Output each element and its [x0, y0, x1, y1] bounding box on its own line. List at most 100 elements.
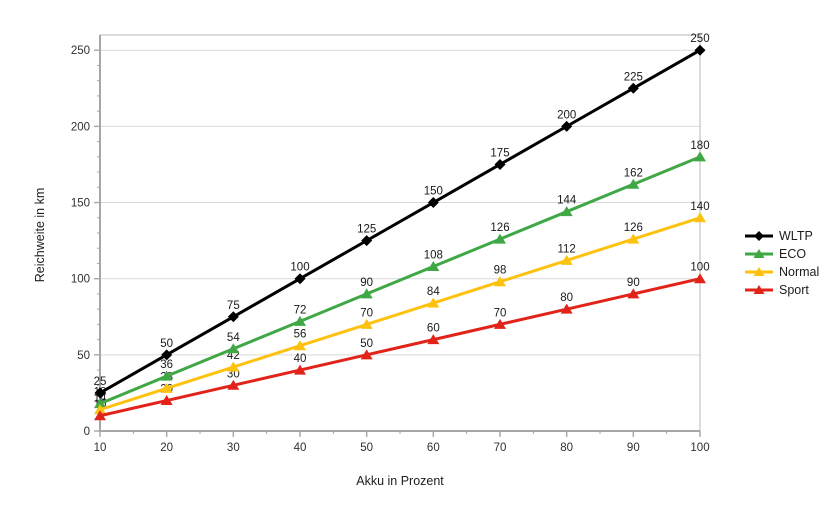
- y-tick-label: 250: [71, 45, 90, 57]
- data-label-sport: 50: [360, 338, 373, 350]
- data-label-wltp: 150: [424, 186, 443, 198]
- x-tick-label: 90: [627, 442, 640, 454]
- data-label-eco: 144: [557, 195, 577, 207]
- y-tick-label: 0: [84, 426, 90, 438]
- data-label-sport: 60: [427, 323, 440, 335]
- data-label-sport: 100: [690, 262, 709, 274]
- wltp-diamond-marker: [227, 311, 239, 323]
- data-label-normal: 70: [360, 307, 373, 319]
- sport-triangle-marker: [427, 334, 440, 345]
- sport-triangle-marker: [494, 318, 506, 329]
- data-label-wltp: 225: [624, 71, 643, 83]
- legend-item-eco: ECO: [744, 245, 819, 263]
- data-label-eco: 126: [490, 222, 509, 234]
- wltp-diamond-marker: [694, 44, 706, 56]
- sport-triangle-marker: [227, 379, 240, 390]
- legend-label: WLTP: [779, 229, 813, 243]
- normal-triangle-marker: [360, 318, 373, 329]
- wltp-diamond-marker: [561, 120, 573, 132]
- x-axis-title: Akku in Prozent: [356, 474, 444, 488]
- data-label-eco: 162: [624, 167, 643, 179]
- y-axis-title: Reichweite in km: [33, 187, 47, 283]
- data-label-normal: 84: [427, 286, 440, 298]
- x-tick-label: 60: [427, 442, 440, 454]
- wltp-legend-marker-icon: [745, 231, 773, 241]
- x-tick-label: 70: [494, 442, 507, 454]
- x-tick-label: 20: [160, 442, 173, 454]
- sport-triangle-marker: [94, 410, 106, 421]
- legend-item-sport: Sport: [744, 281, 819, 299]
- series-sport: [94, 273, 706, 421]
- y-tick-label: 50: [77, 350, 90, 362]
- data-label-wltp: 75: [227, 300, 240, 312]
- data-label-sport: 40: [294, 353, 307, 365]
- data-label-eco: 108: [424, 250, 443, 262]
- eco-legend-marker-icon: [745, 249, 773, 258]
- data-label-eco: 36: [160, 359, 173, 371]
- wltp-diamond-marker: [161, 349, 173, 361]
- data-label-wltp: 50: [160, 338, 173, 350]
- wltp-diamond-marker: [294, 273, 306, 285]
- data-label-eco: 72: [294, 304, 307, 316]
- data-label-normal: 140: [690, 201, 709, 213]
- data-label-normal: 112: [557, 243, 575, 255]
- normal-triangle-marker: [627, 233, 640, 244]
- wltp-diamond-marker: [427, 197, 439, 209]
- wltp-diamond-marker: [494, 158, 506, 170]
- legend-label: Normal: [779, 265, 820, 279]
- eco-triangle-marker: [627, 178, 640, 189]
- data-label-wltp: 125: [357, 224, 376, 236]
- wltp-diamond-marker: [94, 387, 106, 399]
- data-label-eco: 180: [690, 140, 709, 152]
- normal-triangle-marker: [94, 404, 106, 415]
- normal-triangle-marker: [694, 212, 706, 223]
- y-tick-label: 100: [71, 274, 90, 286]
- axis-lines: [99, 35, 700, 432]
- x-tick-label: 10: [94, 442, 107, 454]
- y-tick-label: 150: [71, 198, 90, 210]
- series-eco: [94, 151, 706, 409]
- eco-triangle-marker: [360, 288, 373, 299]
- sport-triangle-marker: [627, 288, 640, 299]
- data-label-eco: 90: [360, 277, 373, 289]
- legend-item-normal: Normal: [744, 263, 819, 281]
- x-tick-label: 100: [690, 442, 709, 454]
- sport-triangle-marker: [294, 364, 306, 375]
- normal-triangle-marker: [294, 340, 306, 351]
- series-wltp: [94, 44, 706, 399]
- sport-legend-marker-icon: [745, 285, 773, 294]
- x-tick-label: 30: [227, 442, 240, 454]
- normal-triangle-marker: [227, 361, 240, 372]
- data-label-sport: 90: [627, 277, 640, 289]
- plot-border: [100, 34, 701, 431]
- data-label-sport: 70: [494, 307, 507, 319]
- data-label-eco: 54: [227, 332, 240, 344]
- normal-triangle-marker: [494, 276, 506, 287]
- gridlines: [100, 49, 700, 356]
- data-label-wltp: 100: [290, 262, 309, 274]
- wltp-diamond-marker: [361, 235, 373, 247]
- eco-triangle-marker: [94, 398, 106, 409]
- eco-triangle-marker: [694, 151, 706, 162]
- x-tick-label: 50: [360, 442, 373, 454]
- y-tick-label: 200: [71, 121, 90, 133]
- eco-triangle-marker: [560, 206, 573, 217]
- normal-triangle-marker: [560, 254, 573, 265]
- data-label-normal: 56: [294, 329, 307, 341]
- sport-triangle-marker: [360, 349, 373, 360]
- legend-label: Sport: [779, 283, 809, 297]
- normal-triangle-marker: [160, 382, 173, 393]
- data-label-normal: 126: [624, 222, 643, 234]
- data-label-normal: 98: [494, 265, 507, 277]
- data-label-sport: 80: [560, 292, 573, 304]
- data-label-wltp: 175: [490, 147, 509, 159]
- eco-triangle-marker: [227, 343, 240, 354]
- sport-triangle-marker: [160, 395, 173, 406]
- wltp-diamond-marker: [627, 82, 639, 94]
- axis-ticks: [94, 49, 701, 437]
- data-label-wltp: 200: [557, 109, 576, 121]
- x-tick-label: 80: [560, 442, 573, 454]
- data-labels: 2550751001251501752002252501836547290108…: [94, 33, 710, 411]
